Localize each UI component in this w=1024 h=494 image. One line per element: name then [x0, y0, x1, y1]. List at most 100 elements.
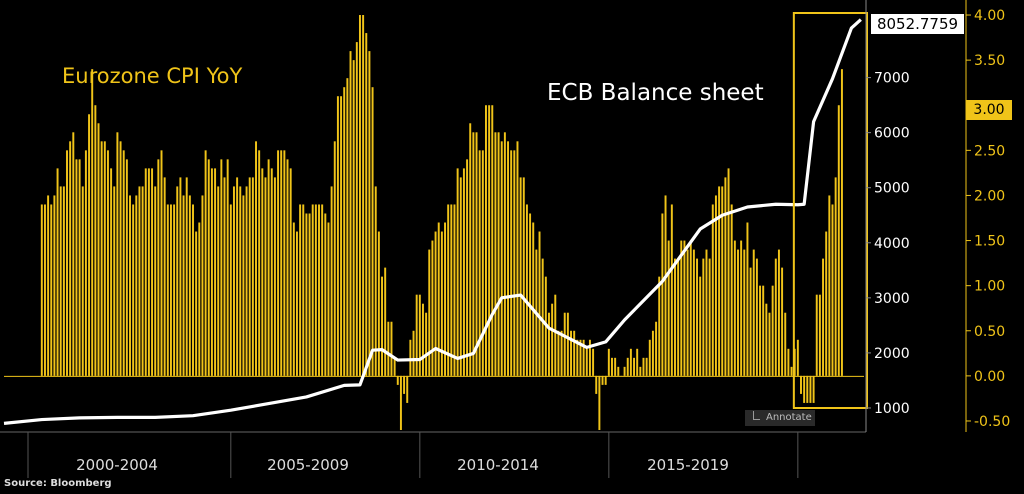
- cpi-bar: [488, 105, 491, 376]
- cpi-bar: [689, 240, 692, 376]
- cpi-bar: [66, 150, 68, 376]
- cpi-bar: [88, 114, 91, 376]
- cpi-bar: [692, 249, 695, 376]
- cpi-bar: [705, 249, 708, 376]
- cpi-bar: [431, 240, 434, 376]
- cpi-bar: [777, 249, 780, 376]
- cpi-bar: [469, 123, 472, 376]
- cpi-bar: [771, 285, 774, 376]
- cpi-bar: [614, 357, 617, 376]
- annotate-button[interactable]: Annotate: [745, 410, 815, 426]
- cpi-bar: [412, 330, 415, 376]
- cpi-bar: [97, 123, 100, 376]
- cpi-bar: [75, 159, 78, 376]
- cpi-bar: [318, 204, 320, 376]
- cpi-bar: [573, 330, 576, 376]
- cpi-bar: [390, 321, 393, 376]
- cpi-bar: [551, 303, 554, 376]
- cpi-bar: [485, 105, 487, 376]
- cpi-bar: [195, 231, 198, 376]
- cpi-bar: [69, 141, 72, 376]
- cpi-bar: [204, 150, 207, 376]
- cpi-bar: [387, 321, 390, 376]
- cpi-bar: [680, 240, 683, 376]
- right-axis-tick-label: 1.50: [974, 234, 1005, 250]
- cpi-bar: [733, 240, 736, 376]
- cpi-bar: [267, 159, 270, 376]
- cpi-bar: [418, 294, 421, 376]
- cpi-bar: [264, 177, 267, 376]
- cpi-bar: [787, 348, 790, 376]
- cpi-bar: [277, 150, 280, 376]
- cpi-bar: [305, 213, 308, 376]
- cpi-bar: [601, 375, 604, 385]
- cpi-bar: [94, 105, 97, 376]
- cpi-bar: [737, 249, 739, 376]
- cpi-bar: [721, 186, 724, 376]
- cpi-bar: [56, 168, 59, 376]
- cpi-bar: [579, 339, 582, 376]
- cpi-bar: [598, 375, 601, 430]
- cpi-bar: [236, 177, 239, 376]
- cpi-bar: [340, 96, 343, 376]
- cpi-bar: [217, 186, 220, 376]
- cpi-bar: [355, 42, 358, 376]
- cpi-bar: [724, 177, 727, 376]
- cpi-bar: [295, 231, 298, 376]
- cpi-bar: [129, 195, 131, 376]
- cpi-bar: [103, 141, 106, 376]
- cpi-bar: [324, 213, 327, 376]
- cpi-bar: [809, 375, 812, 403]
- cpi-bar: [428, 249, 431, 376]
- cpi-bar: [53, 195, 56, 376]
- cpi-bar: [781, 267, 784, 376]
- cpi-bar: [50, 204, 53, 376]
- left-axis-tick-label: 7000: [874, 71, 910, 87]
- cpi-bar: [472, 132, 475, 376]
- cpi-bar: [450, 204, 453, 376]
- highlight-box: [792, 12, 868, 409]
- cpi-bar: [497, 132, 500, 376]
- cpi-bar: [210, 168, 213, 376]
- cpi-bar: [415, 294, 418, 376]
- cpi-bar: [321, 204, 324, 376]
- right-axis-tick-label: 0.00: [974, 369, 1005, 385]
- cpi-bar: [453, 204, 456, 376]
- cpi-bar: [645, 357, 648, 376]
- cpi-bar: [280, 150, 283, 376]
- cpi-bar: [147, 168, 150, 376]
- cpi-bar: [384, 267, 387, 376]
- cpi-bar: [273, 177, 276, 376]
- cpi-bar: [72, 132, 75, 376]
- cpi-bar: [302, 204, 305, 376]
- cpi-bar: [399, 375, 402, 430]
- cpi-bar: [554, 294, 557, 376]
- annotate-label: Annotate: [766, 412, 812, 423]
- cpi-bar: [718, 186, 721, 376]
- cpi-bar: [447, 204, 450, 376]
- cpi-bar: [491, 105, 494, 376]
- cpi-bar: [299, 204, 302, 376]
- x-category-label: 2000-2004: [76, 456, 158, 474]
- cpi-bar: [664, 195, 667, 376]
- cpi-bar: [245, 186, 248, 376]
- cpi-bar: [440, 231, 443, 376]
- cpi-bar: [462, 168, 465, 376]
- cpi-bar: [519, 177, 522, 376]
- cpi-bar: [699, 276, 702, 376]
- right-axis-tick-label: 0.50: [974, 324, 1005, 340]
- cpi-bar: [182, 195, 185, 376]
- cpi-bar: [207, 159, 210, 376]
- cpi-bar: [422, 303, 424, 376]
- ecb-series-label: ECB Balance sheet: [547, 80, 764, 106]
- cpi-bar: [116, 132, 119, 376]
- cpi-bar: [525, 204, 528, 376]
- cpi-bar: [192, 204, 194, 376]
- cpi-bar: [113, 186, 116, 376]
- cpi-bar: [661, 213, 664, 376]
- cpi-bar: [122, 150, 125, 376]
- x-category-label: 2010-2014: [457, 456, 539, 474]
- cpi-bar: [232, 186, 235, 376]
- cpi-bar: [100, 141, 103, 376]
